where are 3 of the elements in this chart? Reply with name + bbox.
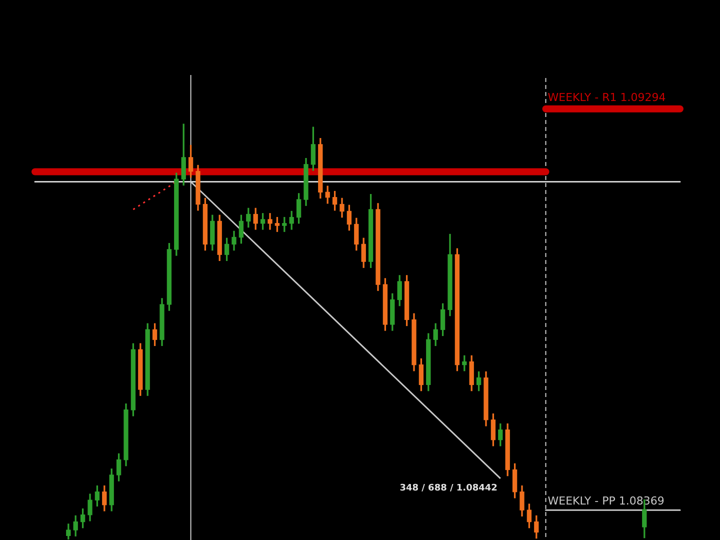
annotation: 348 / 688 / 1.08442 (400, 483, 498, 494)
ref-line-label: WEEKLY - PP 1.08369 (548, 494, 664, 508)
ref-line-label: WEEKLY - R1 1.09294 (548, 91, 666, 104)
